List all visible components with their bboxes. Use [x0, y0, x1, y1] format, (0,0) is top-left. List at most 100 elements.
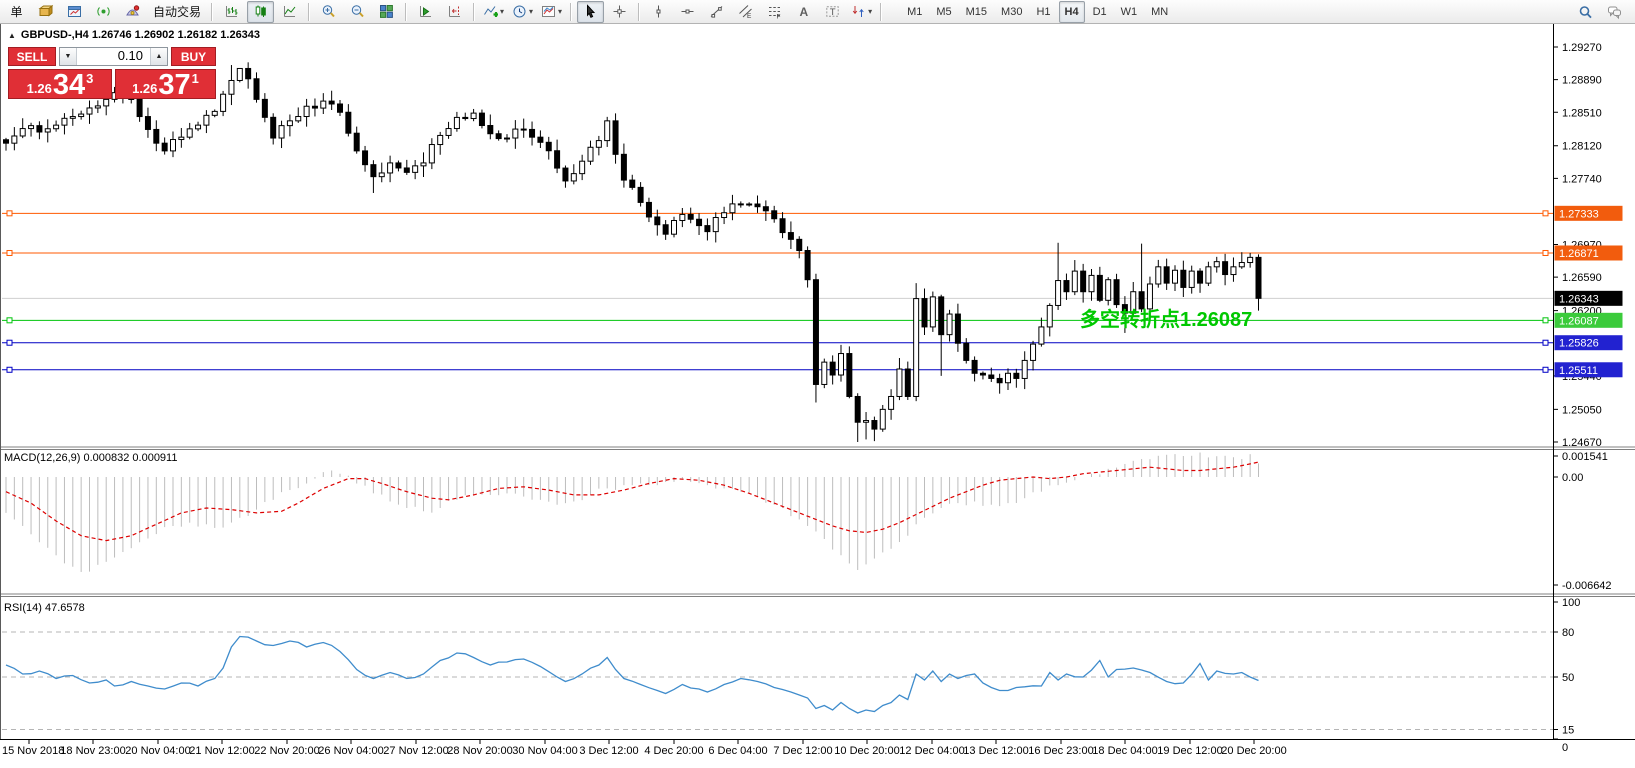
channel-button[interactable]: E — [732, 1, 759, 23]
indicators-button[interactable]: ▾ — [480, 1, 507, 23]
rsi-axis: 100 80 50 15 0 — [1553, 597, 1580, 754]
volume-decrement-icon[interactable]: ▼ — [60, 48, 77, 65]
price-tick-label: 1.27740 — [1562, 173, 1602, 185]
timeframe-m1[interactable]: M1 — [907, 5, 923, 18]
timeframe-m5[interactable]: M5 — [936, 5, 952, 18]
gold-box-icon — [38, 4, 53, 19]
green-signal-icon — [96, 4, 111, 19]
price-tick-label: 1.25050 — [1562, 404, 1602, 416]
price-axis[interactable]: 1.292701.288901.285101.281201.277401.269… — [1553, 42, 1602, 449]
bar-chart-button[interactable] — [218, 1, 245, 23]
templates-button[interactable]: ▾ — [538, 1, 565, 23]
price-tick-label: 1.28120 — [1562, 141, 1602, 153]
periods-button[interactable]: ▾ — [509, 1, 536, 23]
turning-point-annotation[interactable]: 多空转折点1.26087 — [1080, 309, 1253, 331]
auto-scroll-button[interactable] — [412, 1, 439, 23]
toolbar: 单 自动交易 ▾ ▾ ▾ E F A T ▾ M1 M5 M15 M30 H1 H4 D1 W1 MN — [0, 0, 1635, 24]
timeframe-w1[interactable]: W1 — [1120, 5, 1138, 18]
data-window-button[interactable] — [61, 1, 88, 23]
chat-icon — [1607, 5, 1622, 20]
price-tick-label: 1.24670 — [1562, 437, 1602, 449]
sell-button[interactable]: SELL — [8, 47, 56, 66]
buy-price-box[interactable]: 1.26 37 1 — [115, 69, 216, 100]
price-badge: 1.26871 — [1554, 245, 1623, 261]
volume-stepper: ▼ 0.10 ▲ — [59, 47, 168, 66]
clock-icon — [512, 4, 527, 19]
candlestick-chart-button[interactable] — [247, 0, 275, 23]
macd-signal-line — [5, 461, 1259, 542]
chat-button[interactable] — [1601, 1, 1628, 23]
toolbar-separator — [308, 2, 311, 21]
buy-price-prefix: 1.26 — [132, 81, 158, 96]
svg-text:F: F — [777, 14, 781, 20]
timeframe-mn[interactable]: MN — [1151, 5, 1169, 18]
timeframe-h4[interactable]: H4 — [1058, 0, 1085, 23]
timeframe-d1[interactable]: D1 — [1092, 5, 1107, 18]
line-chart-button[interactable] — [276, 1, 303, 23]
volume-increment-icon[interactable]: ▲ — [150, 48, 167, 65]
macd-tick-label: 0.00 — [1562, 472, 1583, 484]
chart-shift-button[interactable] — [441, 1, 468, 23]
price-badge: 1.26343 — [1554, 290, 1623, 306]
timeframe-h1[interactable]: H1 — [1036, 5, 1051, 18]
text-button[interactable]: A — [790, 1, 817, 23]
vertical-line-button[interactable] — [645, 1, 672, 23]
cursor-button[interactable] — [577, 0, 605, 23]
macd-tick-label: 0.001541 — [1562, 451, 1608, 463]
rsi-tick-label: 50 — [1562, 672, 1574, 684]
toolbar-separator — [570, 2, 573, 21]
price-badge: 1.25511 — [1554, 362, 1623, 378]
chart-window: 1.29270 1.28890 1.28510 1.28120 1.27740 1.269… — [0, 24, 1635, 768]
chevron-down-icon[interactable]: ▾ — [529, 7, 534, 16]
signals-button[interactable] — [90, 1, 117, 23]
macd-histogram — [5, 452, 1259, 572]
timeframe-group: M1 M5 M15 M30 H1 H4 D1 W1 MN — [900, 0, 1175, 23]
zoom-in-button[interactable] — [315, 1, 342, 23]
svg-text:1.26087: 1.26087 — [1559, 315, 1599, 327]
sell-price-pips: 34 — [52, 69, 86, 101]
tile-windows-button[interactable] — [373, 1, 400, 23]
toolbar-separator — [638, 2, 641, 21]
timeframe-m15[interactable]: M15 — [965, 5, 988, 18]
chart-canvas: 1.292701.288901.285101.281201.277401.269… — [0, 24, 1635, 757]
auto-trading-button[interactable]: 自动交易 — [148, 1, 206, 23]
auto-trading-button-label: 自动交易 — [153, 5, 202, 19]
chevron-down-icon[interactable]: ▾ — [500, 7, 505, 16]
chevron-down-icon[interactable]: ▾ — [558, 7, 563, 16]
time-tick-label: 15 Nov 2018 — [2, 745, 64, 757]
charts-window-button[interactable] — [32, 1, 59, 23]
shapes-button[interactable]: ▾ — [848, 1, 875, 23]
buy-button[interactable]: BUY — [171, 47, 216, 66]
crosshair-button[interactable] — [606, 1, 633, 23]
volume-input[interactable]: 0.10 — [77, 48, 150, 65]
chart-shift-icon — [447, 4, 462, 19]
zoom-in-icon — [321, 4, 336, 19]
fibonacci-button[interactable]: F — [761, 1, 788, 23]
price-tick-label: 1.26590 — [1562, 272, 1602, 284]
time-tick-label: 10 Dec 20:00 — [834, 745, 899, 757]
time-tick-label: 12 Dec 04:00 — [899, 745, 964, 757]
trendline-button[interactable] — [703, 1, 730, 23]
horizontal-level-line[interactable] — [2, 339, 1553, 346]
price-tick-label: 1.29270 — [1562, 42, 1602, 54]
zoom-out-button[interactable] — [344, 1, 371, 23]
trendline-icon — [709, 4, 724, 19]
candlestick-series — [3, 62, 1262, 442]
horizontal-level-line[interactable] — [2, 317, 1553, 324]
shapes-icon — [851, 4, 866, 19]
collapse-panel-icon[interactable]: ▲ — [8, 30, 16, 40]
label-button[interactable]: T — [819, 1, 846, 23]
horizontal-level-line[interactable] — [2, 366, 1553, 373]
search-button[interactable] — [1572, 1, 1599, 23]
hline-icon — [680, 4, 695, 19]
horizontal-level-line[interactable] — [2, 210, 1553, 217]
horizontal-line-button[interactable] — [674, 1, 701, 23]
bar-chart-icon — [224, 4, 239, 19]
horizontal-level-line[interactable] — [2, 249, 1553, 256]
new-order-button[interactable]: 单 — [3, 1, 30, 23]
chevron-down-icon[interactable]: ▾ — [868, 7, 873, 16]
expert-advisors-button[interactable] — [119, 1, 146, 23]
timeframe-m30[interactable]: M30 — [1001, 5, 1023, 18]
sell-price-box[interactable]: 1.26 34 3 — [8, 69, 112, 101]
